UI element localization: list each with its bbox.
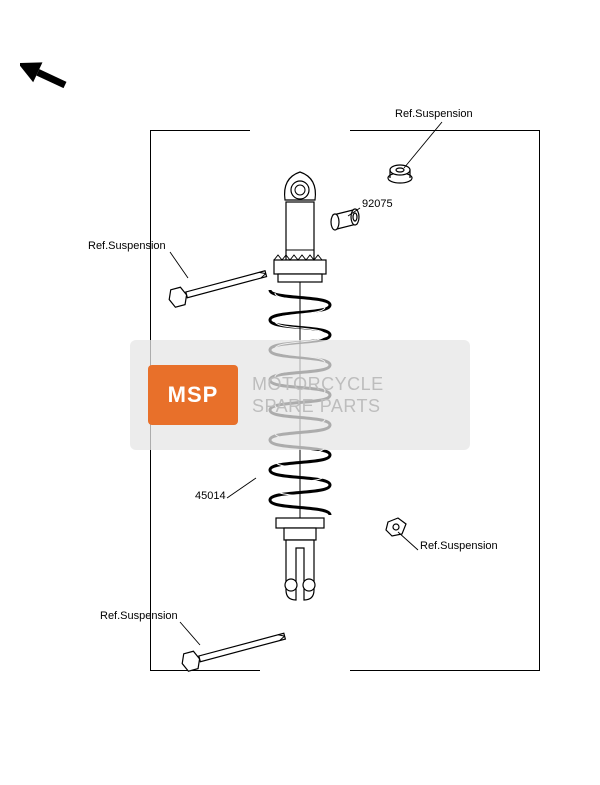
shock-lower-body — [284, 528, 316, 540]
label-ref-suspension-rl: Ref.Suspension — [420, 540, 498, 552]
label-45014: 45014 — [195, 490, 226, 502]
shock-lower-clevis — [285, 540, 315, 600]
shock-upper-eye — [285, 172, 316, 200]
shock-upper-cylinder — [286, 202, 314, 260]
label-ref-suspension-tr: Ref.Suspension — [395, 108, 473, 120]
bushing-92075 — [331, 209, 359, 230]
watermark-line1: MOTORCYCLE — [252, 373, 384, 396]
watermark-badge: MSP — [148, 365, 238, 425]
label-ref-suspension-l: Ref.Suspension — [88, 240, 166, 252]
watermark-text: MOTORCYCLE SPARE PARTS — [252, 373, 384, 418]
watermark-panel: MSP MOTORCYCLE SPARE PARTS — [130, 340, 470, 450]
label-92075: 92075 — [362, 198, 393, 210]
upper-bolt — [167, 265, 268, 308]
lower-bolt — [180, 627, 287, 672]
top-nut — [388, 165, 412, 183]
watermark-badge-text: MSP — [168, 382, 219, 408]
label-ref-suspension-bl: Ref.Suspension — [100, 610, 178, 622]
spring-seat-lower — [276, 518, 324, 528]
watermark-line2: SPARE PARTS — [252, 395, 384, 418]
mid-nut — [386, 518, 406, 536]
